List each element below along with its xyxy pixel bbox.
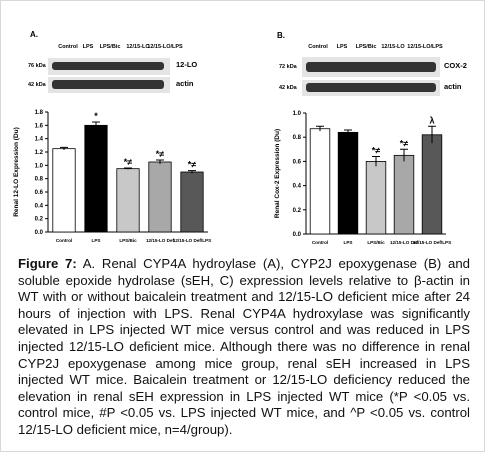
x-tick-label: 12/15-LO Def/LPS <box>173 238 211 243</box>
y-tick-label: 0.2 <box>293 208 302 214</box>
y-tick-label: 0.4 <box>35 203 44 209</box>
bar <box>52 148 76 233</box>
lane-label: LPS <box>337 44 348 50</box>
blot-bands <box>306 62 436 92</box>
caption-label: Figure 7: <box>18 256 77 271</box>
x-tick-label: 12/15-LO Def/LPS <box>413 240 451 245</box>
error-bar <box>188 170 196 174</box>
size-label: 42 kDa <box>279 85 298 91</box>
y-tick-label: 0.0 <box>293 232 302 238</box>
bar <box>337 131 359 235</box>
y-tick-label: 0.4 <box>293 184 302 190</box>
panel-label: A. <box>30 30 38 39</box>
y-tick-label: 1.4 <box>35 137 44 143</box>
lane-label: 12/15-LO <box>381 44 405 50</box>
x-tick-label: Control <box>312 240 328 245</box>
y-axis-label: Renal Cox-2 Expression (Du) <box>274 129 281 218</box>
lane-label: LPS/Bic <box>356 44 377 50</box>
bar <box>365 160 387 235</box>
bar <box>309 128 331 235</box>
error-bar <box>400 148 408 162</box>
bar <box>148 161 172 233</box>
significance-mark: *≠ <box>400 138 409 148</box>
bar <box>116 168 140 233</box>
band-label: COX-2 <box>444 61 467 70</box>
bar <box>84 124 108 233</box>
error-bar <box>428 125 436 144</box>
band-label: actin <box>444 82 462 91</box>
significance-mark: * <box>94 111 98 121</box>
y-tick-label: 1.0 <box>35 163 44 169</box>
error-bar <box>60 146 68 150</box>
y-tick-label: 1.8 <box>35 110 44 116</box>
significance-mark: *≠ <box>188 160 197 170</box>
error-bar <box>92 121 100 129</box>
caption-text: A. Renal CYP4A hydroylase (A), CYP2J epo… <box>18 256 471 437</box>
lane-label: Control <box>58 44 78 50</box>
error-bar <box>316 125 324 132</box>
y-tick-label: 0.8 <box>293 135 302 141</box>
significance-mark: *≠ <box>372 146 381 156</box>
blot-bands <box>52 62 164 89</box>
error-bar <box>124 167 132 170</box>
error-bar <box>372 156 380 167</box>
y-tick-label: 1.6 <box>35 123 44 129</box>
lane-label: LPS <box>83 44 94 50</box>
error-bar <box>344 129 352 135</box>
lane-label: LPS/Bic <box>100 44 121 50</box>
lane-label: Control <box>308 44 328 50</box>
caption: Figure 7: A. Renal CYP4A hydroylase (A),… <box>18 256 470 439</box>
error-bar <box>156 159 164 164</box>
lane-label: 12/15-LO/LPS <box>407 44 443 50</box>
lane-label: 12/15-LO <box>126 44 150 50</box>
y-tick-label: 0.6 <box>293 159 302 165</box>
significance-mark: *≠ <box>124 157 133 167</box>
size-label: 76 kDa <box>28 63 47 69</box>
y-tick-label: 0.2 <box>35 217 44 223</box>
x-tick-label: 12/15-LO Def <box>390 240 419 245</box>
y-tick-label: 0.0 <box>35 230 44 236</box>
significance-mark: *≠ <box>156 149 165 159</box>
bar <box>180 171 204 233</box>
band-label: actin <box>176 79 194 88</box>
x-tick-label: LPS/Bic <box>119 238 137 243</box>
y-tick-label: 1.2 <box>35 150 44 156</box>
x-tick-label: Control <box>56 238 72 243</box>
y-tick-label: 0.8 <box>35 177 44 183</box>
x-tick-label: LPS <box>344 240 353 245</box>
bar <box>393 154 415 235</box>
panel-label: B. <box>277 31 285 40</box>
x-tick-label: LPS/Bic <box>367 240 385 245</box>
band-label: 12-LO <box>176 60 197 69</box>
y-tick-label: 0.6 <box>35 190 44 196</box>
x-tick-label: 12/15-LO Def <box>146 238 175 243</box>
y-axis-label: Renal 12-LO Expression (Du) <box>13 127 20 217</box>
size-label: 72 kDa <box>279 64 298 70</box>
x-tick-label: LPS <box>92 238 101 243</box>
significance-mark: λ <box>429 115 434 125</box>
size-label: 42 kDa <box>28 82 47 88</box>
y-tick-label: 1.0 <box>293 111 302 117</box>
bar <box>421 134 443 235</box>
lane-label: 12/15-LO/LPS <box>147 44 183 50</box>
